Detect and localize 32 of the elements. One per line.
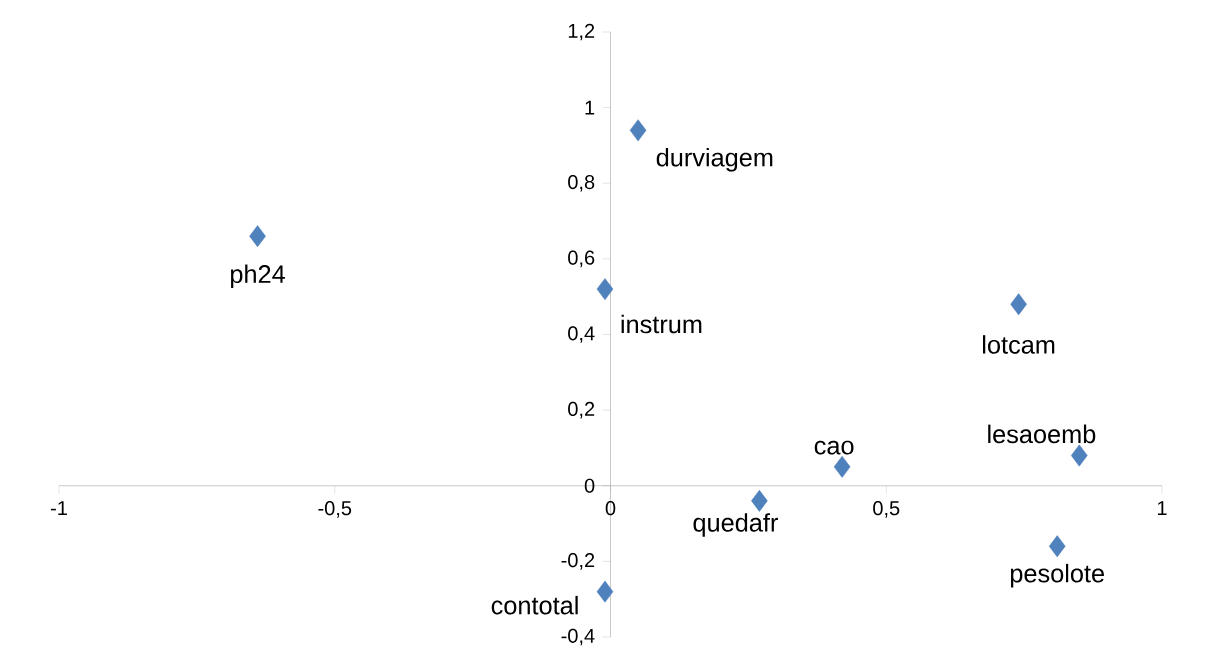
annotation: lesaoemb (988, 424, 1096, 444)
x-tick-label: 1 (1157, 501, 1167, 515)
annotation: cao (814, 440, 854, 455)
annotation: quedafr (693, 513, 778, 537)
y-tick-label: -0,2 (561, 553, 595, 570)
y-tick-label: 0,4 (568, 326, 595, 343)
annotation: instrum (621, 314, 702, 334)
point (1071, 444, 1088, 467)
y-tick-label: 0,8 (568, 174, 595, 192)
y-tick-label: 1,2 (568, 23, 595, 41)
y-tick-label: 0,6 (568, 250, 595, 268)
x-tick-label: 0 (605, 501, 616, 516)
y-tick-label: 1 (585, 100, 595, 115)
annotation: pesolote (1010, 563, 1104, 588)
point (833, 455, 851, 478)
annotation: contotal (491, 595, 578, 615)
annotation: ph24 (231, 264, 285, 289)
x-tick-label: 0,5 (873, 501, 900, 518)
x-tick-label: -0,5 (318, 501, 352, 518)
y-tick-label: 0 (584, 478, 595, 493)
point (596, 278, 614, 301)
x-tick-label: -1 (50, 501, 67, 515)
point (629, 119, 647, 142)
point (1010, 293, 1027, 316)
point (249, 225, 266, 248)
point (751, 489, 768, 512)
y-tick-label: 0,2 (568, 401, 595, 419)
annotation: durviagem (656, 147, 773, 172)
y-tick-label: -0,4 (561, 628, 595, 646)
point (1048, 535, 1066, 558)
annotation: lotcam (983, 335, 1055, 354)
point (596, 580, 614, 603)
